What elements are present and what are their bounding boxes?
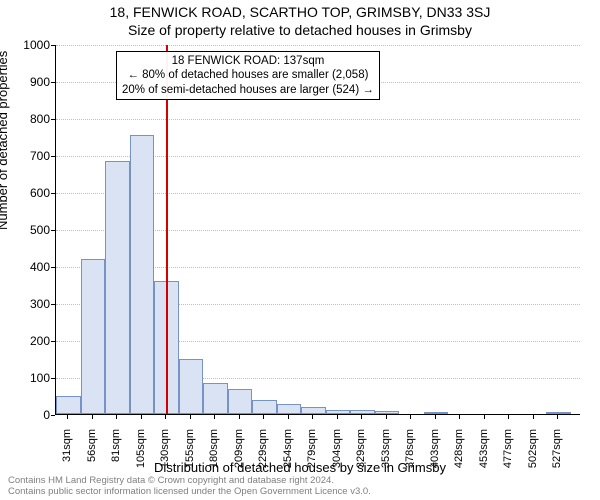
y-tick-label: 800	[10, 112, 50, 126]
x-tick-mark	[92, 415, 93, 419]
x-tick-mark	[361, 415, 362, 419]
x-tick-mark	[508, 415, 509, 419]
y-tick-label: 400	[10, 260, 50, 274]
x-tick-mark	[288, 415, 289, 419]
x-tick-mark	[410, 415, 411, 419]
x-tick-label: 304sqm	[331, 429, 343, 479]
x-tick-label: 254sqm	[282, 429, 294, 479]
histogram-bar	[546, 412, 571, 414]
x-tick-mark	[67, 415, 68, 419]
histogram-bar	[252, 400, 277, 414]
x-tick-label: 81sqm	[110, 429, 122, 479]
y-tick-mark	[51, 304, 55, 305]
histogram-bar	[105, 161, 130, 414]
y-tick-label: 500	[10, 223, 50, 237]
x-tick-label: 155sqm	[184, 429, 196, 479]
x-tick-label: 329sqm	[355, 429, 367, 479]
x-tick-label: 229sqm	[257, 429, 269, 479]
x-tick-mark	[312, 415, 313, 419]
x-tick-mark	[263, 415, 264, 419]
annotation-line-2: ← 80% of detached houses are smaller (2,…	[122, 68, 374, 82]
y-tick-label: 600	[10, 186, 50, 200]
x-tick-label: 209sqm	[233, 429, 245, 479]
x-tick-mark	[337, 415, 338, 419]
x-tick-mark	[116, 415, 117, 419]
histogram-bar	[350, 410, 375, 414]
annotation-box: 18 FENWICK ROAD: 137sqm ← 80% of detache…	[116, 51, 380, 100]
y-tick-mark	[51, 119, 55, 120]
footer-line-2: Contains public sector information licen…	[8, 487, 371, 498]
annotation-line-3: 20% of semi-detached houses are larger (…	[122, 83, 374, 97]
x-tick-label: 130sqm	[159, 429, 171, 479]
gridline	[56, 119, 580, 120]
x-tick-label: 56sqm	[86, 429, 98, 479]
histogram-bar	[179, 359, 204, 414]
y-tick-mark	[51, 45, 55, 46]
x-tick-label: 403sqm	[429, 429, 441, 479]
histogram-bar	[228, 389, 253, 414]
x-tick-mark	[239, 415, 240, 419]
histogram-bar	[56, 396, 81, 414]
x-tick-mark	[435, 415, 436, 419]
x-tick-mark	[484, 415, 485, 419]
footer-attribution: Contains HM Land Registry data © Crown c…	[8, 476, 371, 498]
y-tick-mark	[51, 415, 55, 416]
y-tick-mark	[51, 378, 55, 379]
y-tick-label: 900	[10, 75, 50, 89]
y-axis-label: Number of detached properties	[0, 51, 10, 230]
x-tick-label: 378sqm	[404, 429, 416, 479]
x-tick-mark	[214, 415, 215, 419]
histogram-bar	[130, 135, 155, 414]
histogram-bar	[375, 411, 400, 414]
y-tick-label: 200	[10, 334, 50, 348]
x-tick-label: 477sqm	[502, 429, 514, 479]
x-tick-mark	[190, 415, 191, 419]
y-tick-mark	[51, 82, 55, 83]
chart-container: 18, FENWICK ROAD, SCARTHO TOP, GRIMSBY, …	[0, 0, 600, 500]
y-tick-mark	[51, 341, 55, 342]
x-tick-label: 353sqm	[380, 429, 392, 479]
x-tick-mark	[165, 415, 166, 419]
x-tick-mark	[533, 415, 534, 419]
property-marker-line	[166, 45, 168, 414]
x-tick-label: 31sqm	[61, 429, 73, 479]
x-tick-label: 428sqm	[453, 429, 465, 479]
y-tick-label: 700	[10, 149, 50, 163]
x-tick-mark	[141, 415, 142, 419]
y-tick-label: 1000	[10, 38, 50, 52]
histogram-bar	[424, 412, 449, 414]
histogram-bar	[326, 410, 351, 414]
x-tick-label: 180sqm	[208, 429, 220, 479]
histogram-bar	[277, 404, 302, 414]
x-tick-label: 105sqm	[135, 429, 147, 479]
x-tick-mark	[557, 415, 558, 419]
x-tick-label: 527sqm	[551, 429, 563, 479]
histogram-bar	[203, 383, 228, 414]
y-tick-mark	[51, 267, 55, 268]
y-tick-label: 300	[10, 297, 50, 311]
x-tick-label: 502sqm	[527, 429, 539, 479]
histogram-bar	[81, 259, 106, 414]
x-tick-label: 279sqm	[306, 429, 318, 479]
y-tick-mark	[51, 193, 55, 194]
x-tick-label: 453sqm	[478, 429, 490, 479]
y-tick-mark	[51, 230, 55, 231]
y-tick-mark	[51, 156, 55, 157]
y-tick-label: 100	[10, 371, 50, 385]
x-tick-mark	[459, 415, 460, 419]
y-tick-label: 0	[10, 408, 50, 422]
gridline	[56, 45, 580, 46]
chart-title-address: 18, FENWICK ROAD, SCARTHO TOP, GRIMSBY, …	[0, 4, 600, 20]
annotation-line-1: 18 FENWICK ROAD: 137sqm	[122, 54, 374, 68]
x-tick-mark	[386, 415, 387, 419]
plot-area: 18 FENWICK ROAD: 137sqm ← 80% of detache…	[55, 45, 580, 415]
chart-title-subtitle: Size of property relative to detached ho…	[0, 22, 600, 38]
histogram-bar	[301, 407, 326, 414]
